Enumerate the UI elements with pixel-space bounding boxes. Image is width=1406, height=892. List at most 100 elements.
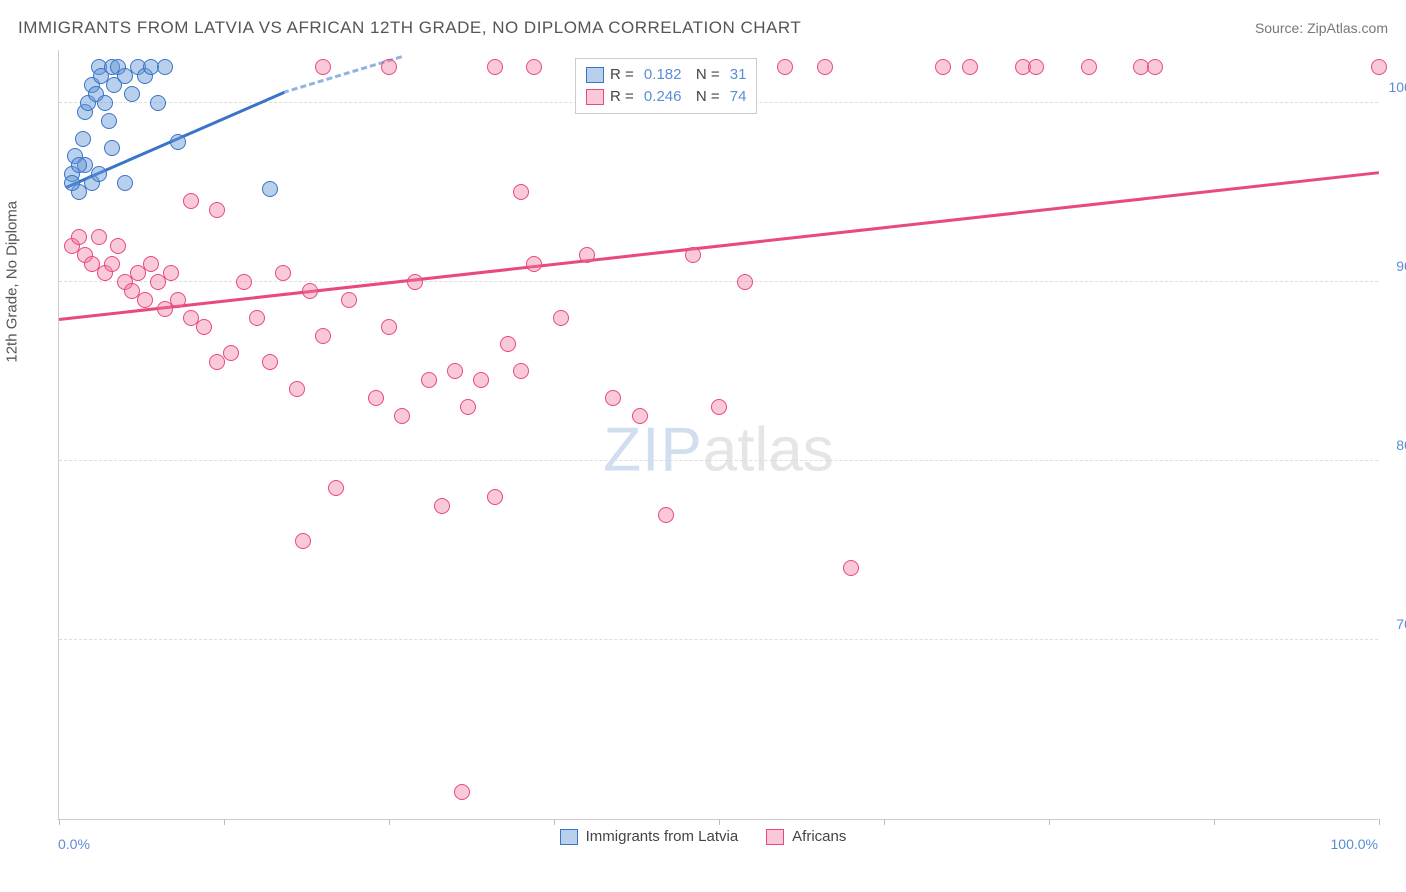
- data-point: [104, 256, 120, 272]
- gridline-h: [59, 639, 1378, 640]
- source-prefix: Source:: [1255, 20, 1307, 36]
- data-point: [394, 408, 410, 424]
- gridline-h: [59, 281, 1378, 282]
- data-point: [381, 59, 397, 75]
- data-point: [605, 390, 621, 406]
- data-point: [170, 134, 186, 150]
- data-point: [137, 292, 153, 308]
- legend-stats-row: R = 0.246 N = 74: [586, 86, 746, 108]
- data-point: [513, 363, 529, 379]
- trend-line: [59, 171, 1379, 321]
- x-tick: [719, 819, 720, 825]
- legend-series: Immigrants from Latvia Africans: [0, 828, 1406, 845]
- n-value: 74: [726, 86, 747, 108]
- data-point: [315, 59, 331, 75]
- data-point: [1081, 59, 1097, 75]
- data-point: [328, 480, 344, 496]
- data-point: [407, 274, 423, 290]
- n-value: 31: [726, 64, 747, 86]
- y-tick-label: 90.0%: [1386, 258, 1406, 274]
- data-point: [843, 560, 859, 576]
- y-tick-label: 70.0%: [1386, 616, 1406, 632]
- data-point: [315, 328, 331, 344]
- data-point: [275, 265, 291, 281]
- data-point: [302, 283, 318, 299]
- data-point: [487, 59, 503, 75]
- data-point: [64, 175, 80, 191]
- data-point: [117, 175, 133, 191]
- data-point: [91, 166, 107, 182]
- legend-label: Immigrants from Latvia: [586, 828, 739, 845]
- legend-swatch: [586, 89, 604, 105]
- x-tick: [1214, 819, 1215, 825]
- x-tick: [884, 819, 885, 825]
- data-point: [935, 59, 951, 75]
- data-point: [236, 274, 252, 290]
- data-point: [104, 140, 120, 156]
- data-point: [71, 157, 87, 173]
- data-point: [157, 59, 173, 75]
- chart-source: Source: ZipAtlas.com: [1255, 20, 1388, 36]
- data-point: [526, 256, 542, 272]
- data-point: [381, 319, 397, 335]
- r-label: R =: [610, 64, 634, 86]
- data-point: [183, 193, 199, 209]
- data-point: [71, 229, 87, 245]
- data-point: [249, 310, 265, 326]
- data-point: [817, 59, 833, 75]
- data-point: [1371, 59, 1387, 75]
- data-point: [97, 95, 113, 111]
- data-point: [473, 372, 489, 388]
- data-point: [487, 489, 503, 505]
- data-point: [553, 310, 569, 326]
- data-point: [460, 399, 476, 415]
- y-tick-label: 100.0%: [1386, 79, 1406, 95]
- data-point: [632, 408, 648, 424]
- data-point: [124, 86, 140, 102]
- r-label: R =: [610, 86, 634, 108]
- plot-area: ZIPatlas 70.0%80.0%90.0%100.0%: [58, 50, 1378, 820]
- watermark: ZIPatlas: [603, 414, 833, 485]
- data-point: [962, 59, 978, 75]
- data-point: [75, 131, 91, 147]
- data-point: [1028, 59, 1044, 75]
- gridline-h: [59, 460, 1378, 461]
- data-point: [737, 274, 753, 290]
- data-point: [143, 256, 159, 272]
- data-point: [209, 202, 225, 218]
- data-point: [777, 59, 793, 75]
- data-point: [421, 372, 437, 388]
- data-point: [295, 533, 311, 549]
- data-point: [196, 319, 212, 335]
- legend-label: Africans: [792, 828, 846, 845]
- x-tick: [224, 819, 225, 825]
- watermark-zip: ZIP: [603, 415, 702, 484]
- data-point: [513, 184, 529, 200]
- data-point: [711, 399, 727, 415]
- data-point: [434, 498, 450, 514]
- data-point: [150, 95, 166, 111]
- legend-item: Immigrants from Latvia: [560, 828, 739, 845]
- data-point: [500, 336, 516, 352]
- data-point: [368, 390, 384, 406]
- r-value: 0.182: [640, 64, 682, 86]
- data-point: [163, 265, 179, 281]
- data-point: [91, 229, 107, 245]
- legend-swatch: [586, 67, 604, 83]
- data-point: [289, 381, 305, 397]
- r-value: 0.246: [640, 86, 682, 108]
- x-tick: [59, 819, 60, 825]
- chart-header: IMMIGRANTS FROM LATVIA VS AFRICAN 12TH G…: [18, 18, 1388, 38]
- data-point: [658, 507, 674, 523]
- chart-title: IMMIGRANTS FROM LATVIA VS AFRICAN 12TH G…: [18, 18, 801, 38]
- legend-swatch: [766, 829, 784, 845]
- legend-item: Africans: [766, 828, 846, 845]
- data-point: [170, 292, 186, 308]
- x-tick: [1049, 819, 1050, 825]
- data-point: [262, 354, 278, 370]
- legend-stats-box: R = 0.182 N = 31R = 0.246 N = 74: [575, 58, 757, 114]
- n-label: N =: [687, 86, 719, 108]
- data-point: [579, 247, 595, 263]
- watermark-atlas: atlas: [703, 415, 834, 484]
- legend-swatch: [560, 829, 578, 845]
